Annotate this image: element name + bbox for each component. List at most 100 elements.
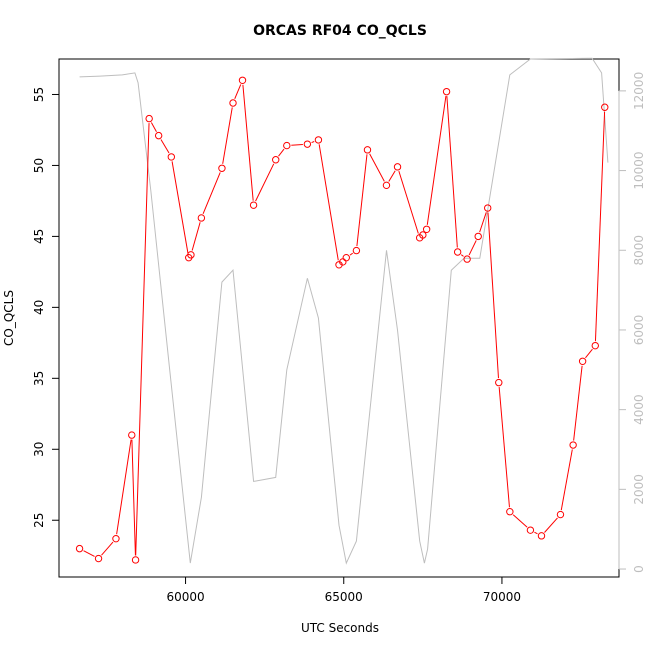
series-0-segment bbox=[585, 348, 593, 359]
series-0-segment bbox=[160, 139, 170, 154]
series-0-segment bbox=[171, 161, 189, 254]
series-0-point bbox=[197, 214, 206, 222]
series-0-point bbox=[442, 87, 451, 96]
y-axis: 25 30 35 40 45 50 55 bbox=[32, 87, 60, 528]
series-0-segment bbox=[255, 163, 275, 202]
series-0-segment bbox=[573, 365, 583, 441]
series-0-point bbox=[363, 146, 372, 154]
y-tick-label: 40 bbox=[32, 300, 46, 315]
series-0-segment bbox=[349, 252, 354, 256]
left-axis-series-layer bbox=[75, 76, 609, 564]
series-0-point bbox=[601, 103, 609, 111]
series-0-segment bbox=[222, 107, 233, 164]
series-0-point bbox=[187, 251, 195, 259]
series-0-point bbox=[154, 131, 163, 140]
series-0-point bbox=[495, 378, 503, 387]
x-axis-label: UTC Seconds bbox=[301, 621, 379, 635]
series-0-segment bbox=[498, 387, 510, 508]
y-tick-label: 55 bbox=[32, 87, 46, 102]
series-0-segment bbox=[202, 172, 221, 214]
series-0-segment bbox=[398, 171, 419, 234]
series-0-point bbox=[506, 508, 514, 516]
series-0-segment bbox=[150, 122, 157, 132]
series-0-point bbox=[422, 225, 431, 234]
series-0-point bbox=[272, 156, 280, 164]
series-0-point bbox=[303, 140, 312, 148]
x-tick-label: 70000 bbox=[483, 590, 521, 604]
series-0-point bbox=[75, 544, 84, 553]
chart-title: ORCAS RF04 CO_QCLS bbox=[253, 23, 427, 39]
series-0-segment bbox=[487, 212, 499, 379]
series-0-segment bbox=[356, 154, 368, 247]
y2-tick-label: 10000 bbox=[632, 151, 646, 189]
series-0-point bbox=[342, 253, 350, 262]
series-0-point bbox=[474, 232, 482, 241]
series-0-segment bbox=[534, 531, 538, 535]
series-0-point bbox=[283, 141, 291, 150]
series-0-point bbox=[131, 556, 140, 564]
series-0-segment bbox=[278, 148, 285, 157]
series-0-point bbox=[218, 164, 226, 172]
y2-tick-label: 8000 bbox=[632, 235, 646, 266]
series-0-point bbox=[128, 431, 136, 439]
series-0-segment bbox=[426, 96, 447, 225]
series-0-segment bbox=[311, 141, 315, 144]
x-tick-label: 60000 bbox=[166, 590, 204, 604]
series-0-segment bbox=[131, 439, 136, 556]
series-0-point bbox=[578, 357, 587, 365]
x-tick-label: 65000 bbox=[325, 590, 363, 604]
series-0-segment bbox=[135, 123, 150, 556]
series-0-point bbox=[463, 255, 471, 263]
series-0-segment bbox=[388, 170, 396, 182]
right-axis-series-layer bbox=[79, 57, 609, 565]
series-0-point bbox=[556, 510, 565, 519]
series-0-segment bbox=[116, 439, 132, 535]
series-0-point bbox=[569, 441, 577, 449]
series-0-segment bbox=[101, 541, 114, 556]
series-0-point bbox=[314, 136, 323, 144]
series-0-segment bbox=[594, 111, 606, 342]
series-0-point bbox=[526, 526, 535, 534]
series-0-segment bbox=[291, 143, 303, 146]
series-0-segment bbox=[83, 550, 95, 557]
y2-tick-label: 2000 bbox=[632, 474, 646, 505]
series-0-point bbox=[591, 341, 599, 350]
y-axis-label: CO_QCLS bbox=[2, 290, 16, 346]
series-0-segment bbox=[544, 517, 558, 533]
series-0-segment bbox=[234, 84, 242, 100]
series-0-point bbox=[238, 76, 247, 84]
series-0-point bbox=[453, 248, 462, 256]
series-0-segment bbox=[191, 222, 201, 251]
series-0-segment bbox=[446, 96, 458, 248]
series-0-point bbox=[94, 554, 103, 563]
series-0-segment bbox=[460, 254, 464, 257]
y-tick-label: 35 bbox=[32, 371, 46, 386]
series-1-line bbox=[79, 57, 609, 565]
y2-tick-label: 0 bbox=[632, 565, 646, 573]
y-tick-label: 30 bbox=[32, 442, 46, 457]
series-0-segment bbox=[318, 144, 339, 261]
y2-axis: 0 2000 4000 6000 8000 10000 12000 bbox=[618, 72, 646, 573]
series-0-segment bbox=[560, 449, 573, 511]
series-0-segment bbox=[479, 212, 487, 233]
y-tick-label: 45 bbox=[32, 229, 46, 244]
series-0-point bbox=[537, 532, 546, 540]
series-0-point bbox=[229, 99, 237, 107]
series-0-point bbox=[112, 534, 120, 543]
series-0-point bbox=[382, 181, 391, 190]
x-axis: 60000 65000 70000 bbox=[166, 576, 521, 604]
series-0-point bbox=[167, 153, 176, 161]
y-tick-label: 50 bbox=[32, 158, 46, 173]
y2-tick-label: 12000 bbox=[632, 72, 646, 110]
series-0-point bbox=[145, 114, 153, 123]
series-0-point bbox=[484, 204, 492, 212]
y2-tick-label: 4000 bbox=[632, 394, 646, 425]
y2-tick-label: 6000 bbox=[632, 315, 646, 346]
series-0-point bbox=[249, 201, 258, 209]
series-0-segment bbox=[242, 84, 254, 201]
series-0-point bbox=[393, 163, 402, 171]
series-0-segment bbox=[369, 153, 385, 182]
series-0-segment bbox=[512, 514, 528, 528]
y-tick-label: 25 bbox=[32, 513, 46, 528]
